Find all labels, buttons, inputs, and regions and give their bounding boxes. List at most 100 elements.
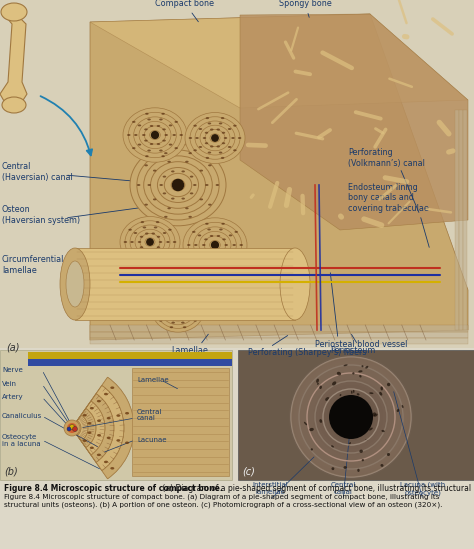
Ellipse shape — [401, 405, 403, 408]
Bar — [28, 352, 232, 359]
Ellipse shape — [235, 257, 238, 259]
Ellipse shape — [157, 143, 160, 145]
Ellipse shape — [228, 146, 231, 148]
Circle shape — [347, 413, 355, 421]
Ellipse shape — [233, 149, 237, 152]
Ellipse shape — [124, 241, 127, 243]
Ellipse shape — [132, 147, 136, 149]
Ellipse shape — [382, 430, 385, 432]
Ellipse shape — [221, 265, 225, 267]
Ellipse shape — [317, 383, 319, 385]
Ellipse shape — [125, 412, 129, 414]
Text: (c): (c) — [242, 466, 255, 476]
Ellipse shape — [138, 144, 141, 145]
Text: (b): (b) — [4, 466, 18, 476]
Ellipse shape — [137, 184, 140, 186]
Ellipse shape — [144, 139, 148, 142]
Ellipse shape — [362, 459, 364, 461]
Ellipse shape — [164, 216, 168, 218]
Text: Figure 8.4 Microscopic structure of compact bone.: Figure 8.4 Microscopic structure of comp… — [4, 484, 223, 493]
Ellipse shape — [217, 145, 220, 148]
Ellipse shape — [169, 305, 173, 306]
Ellipse shape — [205, 265, 209, 267]
Ellipse shape — [141, 221, 144, 223]
Circle shape — [319, 385, 383, 449]
Ellipse shape — [179, 316, 182, 318]
Ellipse shape — [199, 128, 202, 130]
Ellipse shape — [97, 400, 101, 402]
Ellipse shape — [205, 184, 209, 186]
Ellipse shape — [198, 254, 201, 256]
Ellipse shape — [189, 317, 192, 319]
Circle shape — [301, 367, 401, 467]
Ellipse shape — [217, 253, 220, 255]
Ellipse shape — [221, 157, 224, 159]
Wedge shape — [72, 377, 134, 479]
Ellipse shape — [198, 234, 201, 237]
Ellipse shape — [183, 313, 187, 316]
Ellipse shape — [316, 379, 319, 383]
Ellipse shape — [97, 419, 101, 422]
Ellipse shape — [159, 298, 163, 300]
Ellipse shape — [193, 149, 197, 152]
Ellipse shape — [365, 366, 368, 368]
Ellipse shape — [204, 250, 208, 251]
Ellipse shape — [222, 250, 226, 251]
Bar — [463, 110, 467, 330]
Ellipse shape — [217, 128, 220, 131]
Ellipse shape — [163, 232, 166, 234]
Bar — [28, 352, 232, 366]
Ellipse shape — [189, 301, 192, 303]
Ellipse shape — [200, 170, 203, 172]
Wedge shape — [96, 385, 124, 470]
Ellipse shape — [167, 208, 171, 209]
Ellipse shape — [193, 298, 197, 300]
Ellipse shape — [379, 392, 383, 396]
Ellipse shape — [181, 296, 184, 299]
Ellipse shape — [125, 441, 129, 444]
Ellipse shape — [156, 261, 159, 263]
Ellipse shape — [162, 128, 166, 131]
Ellipse shape — [185, 113, 245, 164]
Ellipse shape — [208, 152, 211, 154]
Ellipse shape — [233, 125, 237, 127]
Ellipse shape — [206, 157, 209, 159]
Ellipse shape — [238, 137, 241, 139]
Ellipse shape — [83, 414, 87, 417]
Circle shape — [343, 409, 359, 425]
Text: Lacunae: Lacunae — [137, 437, 166, 443]
Circle shape — [174, 307, 182, 313]
Ellipse shape — [164, 152, 168, 154]
Ellipse shape — [362, 365, 364, 367]
Ellipse shape — [141, 261, 144, 263]
Ellipse shape — [205, 132, 208, 134]
Ellipse shape — [222, 132, 225, 134]
Ellipse shape — [90, 407, 94, 410]
Ellipse shape — [150, 143, 153, 145]
Ellipse shape — [369, 428, 373, 430]
Ellipse shape — [145, 113, 149, 115]
Ellipse shape — [173, 316, 177, 318]
Ellipse shape — [231, 137, 235, 139]
Ellipse shape — [127, 134, 130, 136]
Polygon shape — [90, 14, 468, 340]
Circle shape — [325, 391, 377, 443]
Ellipse shape — [331, 467, 334, 470]
Circle shape — [172, 179, 184, 191]
Text: Artery: Artery — [2, 394, 24, 400]
Ellipse shape — [159, 320, 163, 322]
Ellipse shape — [189, 137, 192, 139]
Ellipse shape — [145, 155, 149, 157]
Ellipse shape — [224, 137, 227, 139]
Ellipse shape — [217, 235, 220, 237]
Text: Central
(Haversian) canal: Central (Haversian) canal — [2, 163, 73, 182]
Circle shape — [70, 424, 74, 429]
Ellipse shape — [130, 144, 226, 226]
Ellipse shape — [173, 134, 176, 136]
Ellipse shape — [157, 236, 160, 238]
Ellipse shape — [166, 241, 170, 243]
Wedge shape — [102, 377, 134, 479]
Ellipse shape — [152, 249, 155, 251]
Ellipse shape — [145, 233, 148, 234]
Ellipse shape — [172, 322, 175, 323]
